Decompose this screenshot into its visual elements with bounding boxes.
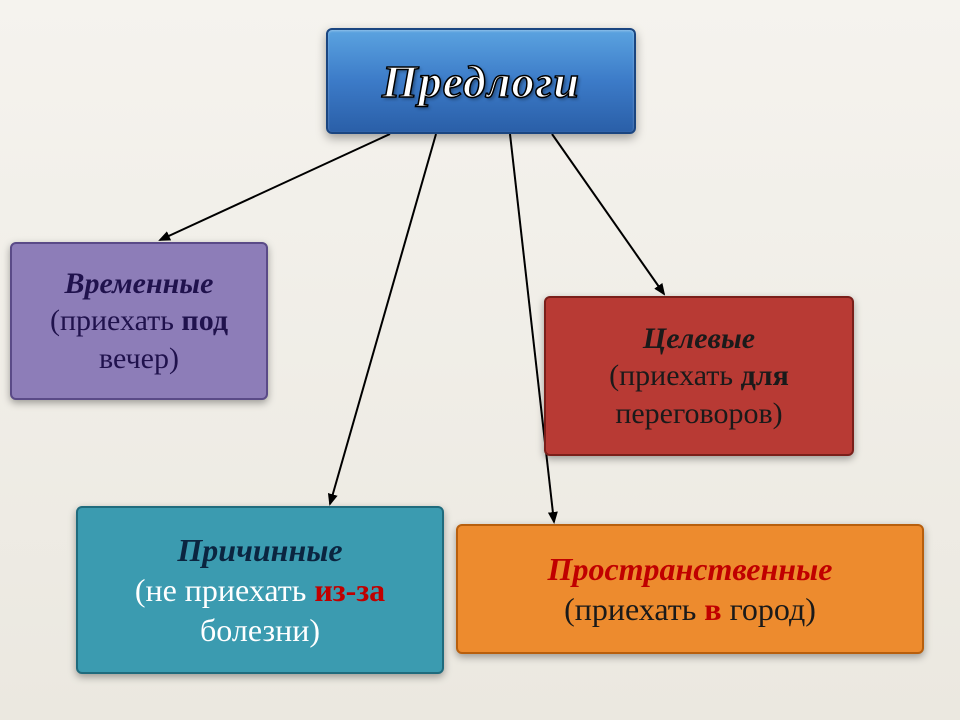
node-category: Целевые <box>643 320 755 358</box>
edge-arrow <box>552 134 664 294</box>
title-text: Предлоги <box>382 55 580 108</box>
example-before: (приехать <box>50 304 181 337</box>
node-temporal: Временные(приехать под вечер) <box>10 242 268 400</box>
node-causal: Причинные(не приехать из-за болезни) <box>76 506 444 674</box>
example-before: (не приехать <box>135 572 315 608</box>
example-after: город) <box>722 591 816 627</box>
example-before: (приехать <box>564 591 704 627</box>
example-highlight: в <box>704 591 721 627</box>
node-example: (не приехать из-за болезни) <box>88 570 432 650</box>
example-highlight: для <box>741 359 789 392</box>
node-spatial: Пространственные(приехать в город) <box>456 524 924 654</box>
example-after: вечер) <box>99 342 179 375</box>
node-category: Причинные <box>177 530 342 570</box>
edge-arrow <box>160 134 390 240</box>
example-highlight: под <box>181 304 228 337</box>
example-after: болезни) <box>200 612 320 648</box>
example-after: переговоров) <box>615 397 782 430</box>
node-category: Временные <box>65 265 214 303</box>
node-category: Пространственные <box>548 549 833 589</box>
example-before: (приехать <box>609 359 740 392</box>
node-example: (приехать для переговоров) <box>556 357 842 432</box>
edge-arrow <box>330 134 436 504</box>
example-highlight: из-за <box>314 572 385 608</box>
title-box: Предлоги <box>326 28 636 134</box>
node-example: (приехать в город) <box>564 589 816 629</box>
node-example: (приехать под вечер) <box>22 302 256 377</box>
node-purpose: Целевые(приехать для переговоров) <box>544 296 854 456</box>
